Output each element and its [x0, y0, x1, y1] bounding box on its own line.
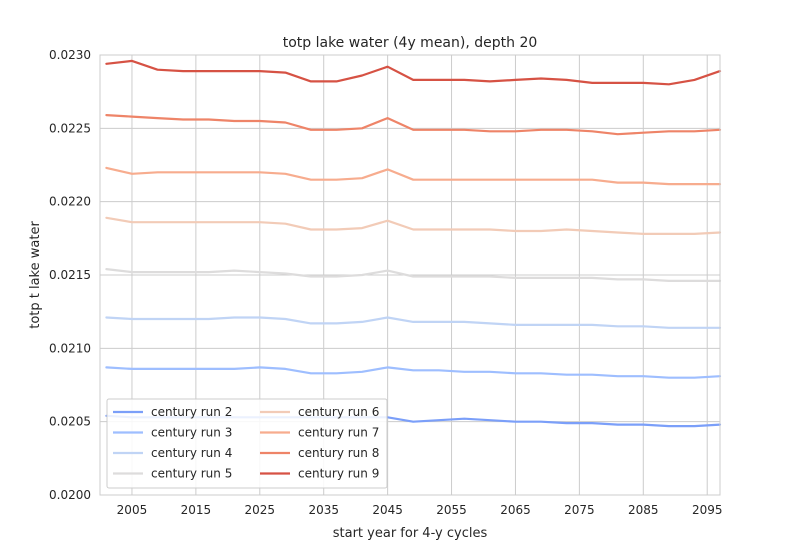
legend-label: century run 8 [298, 446, 379, 460]
x-tick-label: 2075 [564, 503, 595, 517]
y-tick-label: 0.0215 [49, 268, 91, 282]
legend-item: century run 5 [113, 467, 232, 481]
x-tick-label: 2045 [372, 503, 403, 517]
series-line-century-run-6 [105, 216, 722, 235]
y-tick-label: 0.0205 [49, 415, 91, 429]
series-line-century-run-3 [105, 366, 722, 379]
legend-label: century run 7 [298, 426, 379, 440]
x-tick-label: 2085 [628, 503, 659, 517]
series-line-century-run-4 [105, 316, 722, 329]
legend-label: century run 3 [151, 426, 232, 440]
x-tick-label: 2025 [245, 503, 276, 517]
legend-item: century run 9 [260, 467, 379, 481]
x-tick-label: 2015 [181, 503, 212, 517]
legend: century run 2 century run 3 century run 4 c… [106, 398, 388, 489]
legend-label: century run 2 [151, 405, 232, 419]
legend-label: century run 5 [151, 467, 232, 481]
x-tick-label: 2065 [500, 503, 531, 517]
series-line-century-run-9 [105, 59, 722, 86]
x-tick-label: 2005 [117, 503, 148, 517]
x-tick-label: 2035 [308, 503, 339, 517]
series-line-century-run-8 [105, 113, 722, 136]
legend-item: century run 4 [113, 446, 232, 460]
x-axis-title: start year for 4-y cycles [333, 526, 488, 541]
x-tick-label: 2095 [692, 503, 723, 517]
legend-item: century run 6 [260, 405, 379, 419]
legend-label: century run 9 [298, 467, 379, 481]
series-line-century-run-5 [105, 268, 722, 282]
legend-item: century run 2 [113, 405, 232, 419]
y-tick-label: 0.0230 [49, 48, 91, 62]
x-tick-label: 2055 [436, 503, 467, 517]
chart-title: totp lake water (4y mean), depth 20 [283, 35, 538, 51]
y-tick-label: 0.0220 [49, 195, 91, 209]
legend-label: century run 4 [151, 446, 232, 460]
legend-box [106, 398, 388, 489]
y-tick-label: 0.0200 [49, 488, 91, 502]
y-axis-title: totp t lake water [28, 221, 43, 329]
legend-label: century run 6 [298, 405, 379, 419]
plot-frame [99, 54, 721, 496]
series-line-century-run-7 [105, 166, 722, 186]
tick-labels: 2005 2015 2025 2035 2045 2055 2065 2075 2085 2095… [49, 48, 722, 517]
legend-item: century run 3 [113, 426, 232, 440]
legend-item: century run 7 [260, 426, 379, 440]
legend-item: century run 8 [260, 446, 379, 460]
y-tick-label: 0.0210 [49, 341, 91, 355]
y-tick-label: 0.0225 [49, 121, 91, 135]
